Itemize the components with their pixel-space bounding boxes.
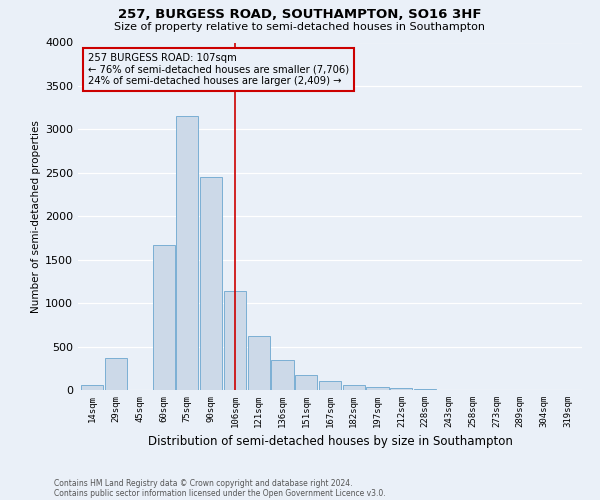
Text: 257, BURGESS ROAD, SOUTHAMPTON, SO16 3HF: 257, BURGESS ROAD, SOUTHAMPTON, SO16 3HF (118, 8, 482, 20)
Y-axis label: Number of semi-detached properties: Number of semi-detached properties (31, 120, 41, 312)
X-axis label: Distribution of semi-detached houses by size in Southampton: Distribution of semi-detached houses by … (148, 436, 512, 448)
Text: Contains HM Land Registry data © Crown copyright and database right 2024.: Contains HM Land Registry data © Crown c… (54, 478, 353, 488)
Text: 257 BURGESS ROAD: 107sqm
← 76% of semi-detached houses are smaller (7,706)
24% o: 257 BURGESS ROAD: 107sqm ← 76% of semi-d… (88, 53, 349, 86)
Bar (200, 177, 222, 390)
Text: Size of property relative to semi-detached houses in Southampton: Size of property relative to semi-detach… (115, 22, 485, 32)
Bar (367, 386, 389, 390)
Bar (224, 291, 246, 390)
Bar (176, 116, 199, 390)
Bar (390, 388, 412, 390)
Bar (271, 360, 293, 390)
Bar (319, 381, 341, 390)
Bar (81, 385, 103, 390)
Bar (152, 245, 175, 390)
Bar (248, 336, 270, 390)
Bar (105, 358, 127, 390)
Bar (295, 375, 317, 390)
Bar (343, 385, 365, 390)
Bar (414, 389, 436, 390)
Text: Contains public sector information licensed under the Open Government Licence v3: Contains public sector information licen… (54, 488, 386, 498)
